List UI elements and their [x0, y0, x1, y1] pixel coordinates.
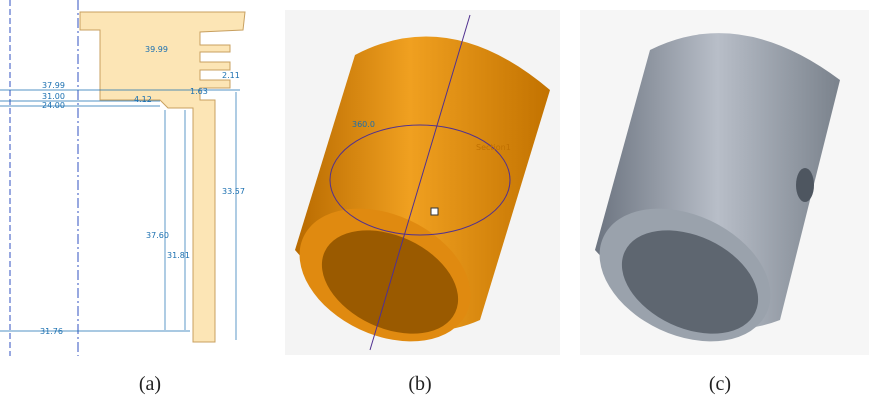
figure: 39.99 2.11 37.99 31.00 24.00 4.12 1.63 3…	[0, 0, 869, 403]
panel-label: (a)	[139, 373, 161, 395]
dimension: 39.99	[145, 45, 168, 54]
panel-label: (c)	[709, 373, 731, 395]
dimension: 2.11	[222, 71, 240, 80]
handle	[431, 208, 438, 215]
panel-a: 39.99 2.11 37.99 31.00 24.00 4.12 1.63 3…	[0, 0, 245, 356]
dimension: 1.63	[190, 87, 208, 96]
panel-c	[578, 10, 869, 367]
panel-label: (b)	[408, 373, 431, 395]
annotation: 360.0	[352, 120, 375, 129]
pin-hole	[796, 168, 814, 202]
dimension: 4.12	[134, 95, 152, 104]
dimension: 33.57	[222, 187, 245, 196]
dimension: 24.00	[42, 101, 65, 110]
dimension: 37.99	[42, 81, 65, 90]
panel-b: 360.0 Section1	[278, 10, 560, 367]
dimension: 37.60	[146, 231, 169, 240]
annotation: Section1	[476, 143, 511, 152]
dimension: 31.76	[40, 327, 63, 336]
dimension: 31.00	[42, 92, 65, 101]
dimension: 31.81	[167, 251, 190, 260]
